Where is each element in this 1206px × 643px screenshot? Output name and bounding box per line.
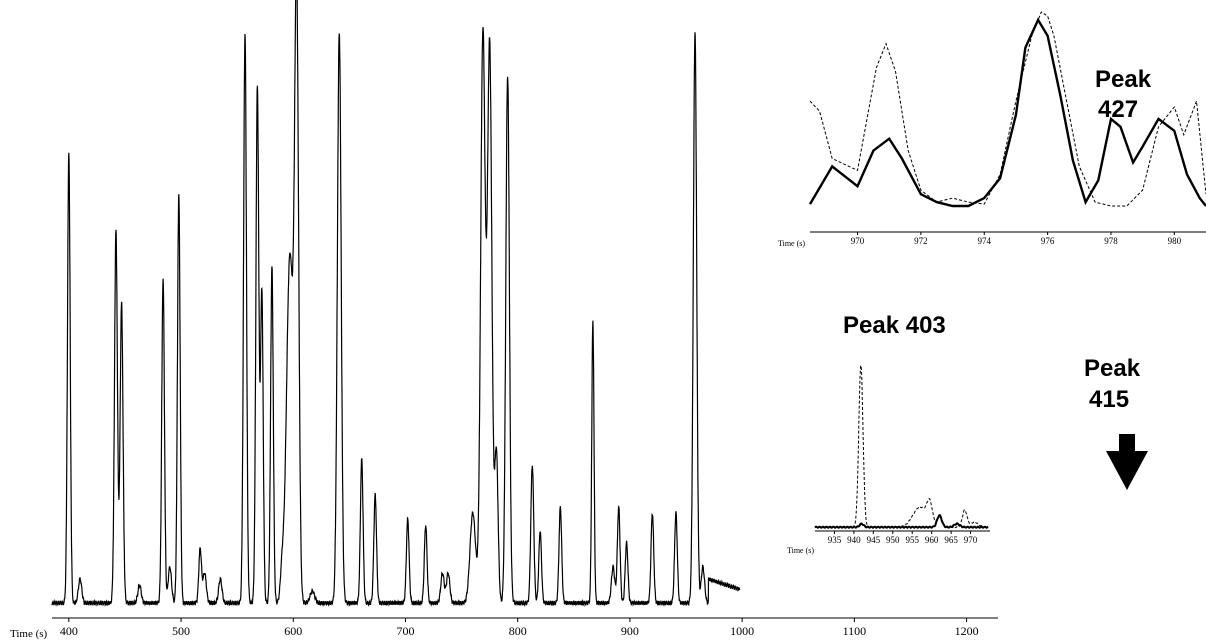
x-tick-label: 700 (396, 624, 414, 638)
main-x-ticks: 400 500 600 700 800 900 1000 1100 1200 (60, 618, 979, 638)
x-tick-label: 974 (977, 236, 991, 246)
x-tick-label: 950 (886, 535, 900, 545)
x-tick-label: 972 (914, 236, 928, 246)
inset-427-chart: 970 972 974 976 978 980 Time (s) (778, 11, 1206, 248)
peak-403-label: Peak 403 (843, 312, 946, 339)
inset-403-415-solid-trace (814, 514, 989, 529)
main-trace (51, 0, 741, 608)
x-tick-label: 1200 (955, 624, 979, 638)
x-tick-label: 1100 (843, 624, 867, 638)
x-tick-label: 940 (847, 535, 861, 545)
peak-415-label-line2: 415 (1089, 386, 1129, 413)
x-tick-label: 935 (828, 535, 842, 545)
inset-403-415-x-axis-title: Time (s) (787, 546, 814, 555)
inset-403-415-x-ticks: 935 940 945 950 955 960 965 970 (828, 531, 978, 545)
annotations: Peak 427 Peak 403 Peak 415 (843, 66, 1152, 490)
x-tick-label: 955 (905, 535, 919, 545)
inset-427-dashed-trace (809, 11, 1206, 207)
down-arrow-icon (1106, 434, 1148, 490)
peak-415-label-line1: Peak (1084, 355, 1141, 382)
x-tick-label: 970 (851, 236, 865, 246)
x-tick-label: 970 (964, 535, 978, 545)
inset-427-x-ticks: 970 972 974 976 978 980 (851, 232, 1182, 246)
inset-403-415-dashed-trace (814, 363, 989, 529)
main-x-axis-title: Time (s) (10, 628, 48, 640)
inset-427-solid-trace (808, 17, 1206, 208)
inset-427-x-axis-title: Time (s) (778, 239, 805, 248)
x-tick-label: 1000 (730, 624, 754, 638)
peak-427-label-line1: Peak (1095, 66, 1152, 93)
x-tick-label: 960 (925, 535, 939, 545)
x-tick-label: 500 (172, 624, 190, 638)
inset-403-415-chart: 935 940 945 950 955 960 965 970 Time (s) (787, 363, 990, 555)
x-tick-label: 965 (944, 535, 958, 545)
x-tick-label: 980 (1168, 236, 1182, 246)
x-tick-label: 978 (1104, 236, 1118, 246)
x-tick-label: 400 (60, 624, 78, 638)
x-tick-label: 976 (1041, 236, 1055, 246)
x-tick-label: 600 (284, 624, 302, 638)
main-chart: 400 500 600 700 800 900 1000 1100 1200 Time (s) (10, 0, 998, 640)
x-tick-label: 800 (509, 624, 527, 638)
x-tick-label: 900 (621, 624, 639, 638)
x-tick-label: 945 (867, 535, 881, 545)
peak-427-label-line2: 427 (1098, 96, 1138, 123)
